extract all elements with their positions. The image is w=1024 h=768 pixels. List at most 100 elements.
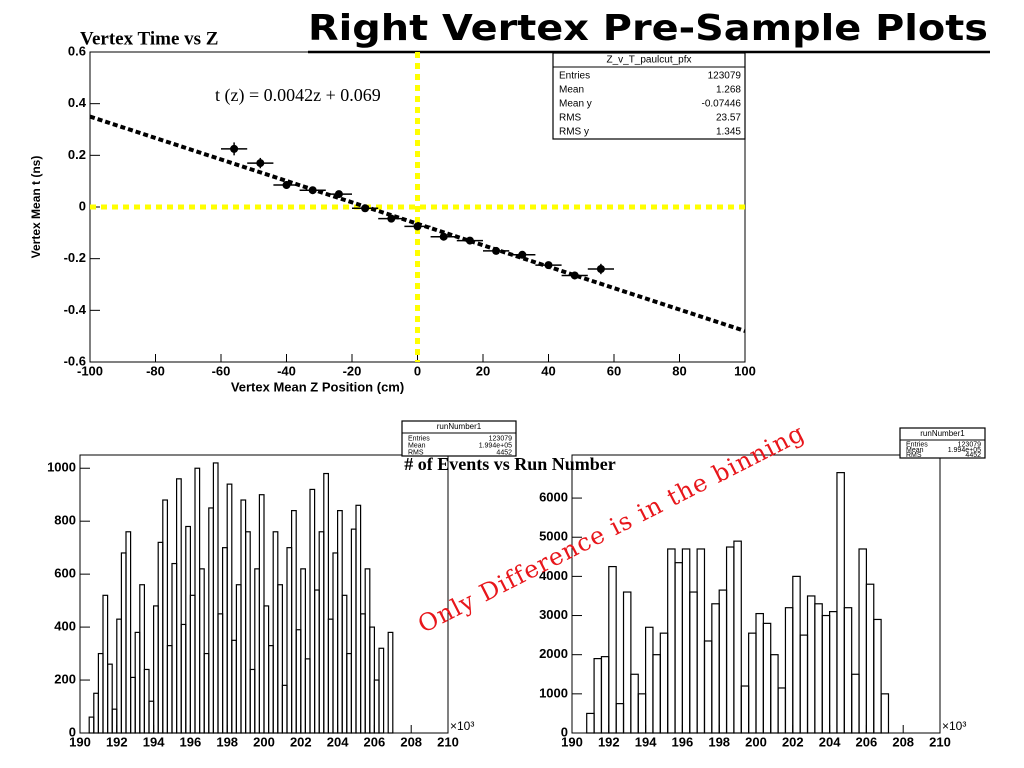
histogram-bar xyxy=(337,510,343,734)
stats-label: RMS xyxy=(906,452,922,459)
histogram-bar xyxy=(843,607,853,734)
x-tick-label: 208 xyxy=(892,734,914,749)
histogram-bar xyxy=(277,584,283,734)
histogram-bar xyxy=(304,658,311,734)
histogram-bar xyxy=(111,708,118,734)
x-tick-label: 190 xyxy=(69,734,91,749)
stats-label: Mean xyxy=(906,447,924,454)
x-tick-label: -40 xyxy=(277,363,296,378)
x-tick-label: 206 xyxy=(856,734,878,749)
stats-value: 123079 xyxy=(489,435,512,442)
stats-value: 4452 xyxy=(965,452,981,459)
histogram-bar xyxy=(667,548,676,734)
x-tick-label: 202 xyxy=(290,734,312,749)
stats-value: 1.268 xyxy=(716,85,741,96)
histogram-bar xyxy=(291,510,297,734)
chart-title: Vertex Time vs Z xyxy=(80,28,218,49)
stats-value: 1.994e+05 xyxy=(479,442,512,449)
x-tick-label: 200 xyxy=(253,734,275,749)
histogram-bar xyxy=(341,594,348,734)
histogram-bar xyxy=(748,632,757,734)
histogram-bar xyxy=(360,613,366,734)
chart-title: # of Events vs Run Number xyxy=(404,454,616,474)
histogram-bar xyxy=(703,640,713,734)
stats-value: 123079 xyxy=(958,442,981,449)
y-tick-label: 1000 xyxy=(539,685,568,700)
histogram-bar xyxy=(222,547,228,734)
histogram-bar xyxy=(153,605,159,734)
x-tick-label: 60 xyxy=(607,363,621,378)
histogram-bar xyxy=(212,462,219,734)
histogram-bar xyxy=(784,607,794,734)
x-tick-label: 100 xyxy=(734,363,756,378)
stats-value: 1.994e+05 xyxy=(948,447,981,454)
x-tick-label: 204 xyxy=(327,734,349,749)
stats-title: Z_v_T_paulcut_pfx xyxy=(606,55,691,66)
histogram-bar xyxy=(593,658,603,734)
stats-label: Entries xyxy=(408,435,430,442)
histogram-bar xyxy=(733,540,742,734)
y-tick-label: 0 xyxy=(69,724,76,739)
histogram-bar xyxy=(350,528,357,734)
stats-value: 4452 xyxy=(496,449,512,456)
histogram-bar xyxy=(865,583,875,734)
y-axis-label: Vertex Mean t (ns) xyxy=(29,156,43,259)
y-tick-label: 0 xyxy=(79,198,86,213)
histogram-bar xyxy=(681,548,691,734)
x-axis-label: Vertex Mean Z Position (cm) xyxy=(231,379,404,394)
stats-value: 123079 xyxy=(708,71,742,82)
histogram-bar xyxy=(199,568,205,734)
x-tick-label: -20 xyxy=(343,363,362,378)
y-tick-label: -0.4 xyxy=(64,302,87,317)
histogram-bar xyxy=(821,614,831,734)
stats-label: Mean y xyxy=(559,99,592,110)
y-tick-label: 400 xyxy=(54,619,76,634)
x-tick-label: 200 xyxy=(745,734,767,749)
histogram-bar xyxy=(93,692,100,734)
stats-label: Mean xyxy=(559,85,584,96)
x-tick-label: -100 xyxy=(77,363,103,378)
histogram-bar xyxy=(644,626,654,734)
x-multiplier: ×10³ xyxy=(942,719,966,733)
stats-title: runNumber1 xyxy=(437,422,482,431)
histogram-bar xyxy=(300,568,306,734)
data-point xyxy=(256,159,265,168)
histogram-bar xyxy=(836,472,845,734)
fit-line xyxy=(89,114,746,333)
x-tick-label: 198 xyxy=(216,734,238,749)
y-tick-label: 4000 xyxy=(539,568,568,583)
histogram-bar xyxy=(659,632,669,734)
histogram-bar xyxy=(88,716,95,734)
histogram-bar xyxy=(97,652,104,734)
x-tick-label: -60 xyxy=(212,363,231,378)
stats-label: Entries xyxy=(559,71,590,82)
x-tick-label: 190 xyxy=(561,734,583,749)
histogram-bar xyxy=(185,525,192,734)
histogram-bar xyxy=(189,594,196,734)
stats-box xyxy=(899,427,986,459)
y-tick-label: 0 xyxy=(561,724,568,739)
histogram-bar xyxy=(586,712,595,734)
histogram-bar xyxy=(268,645,274,734)
stats-title: runNumber1 xyxy=(920,429,965,438)
data-point xyxy=(596,265,605,273)
histogram-bar xyxy=(770,654,779,734)
histogram-bar xyxy=(106,663,113,734)
histogram-bar xyxy=(240,499,247,734)
y-tick-label: 800 xyxy=(54,513,76,528)
y-tick-label: 0.6 xyxy=(68,43,86,58)
histogram-bar xyxy=(134,631,141,734)
data-point xyxy=(439,232,448,241)
y-tick-label: 6000 xyxy=(539,490,568,505)
fit-label: t (z) = 0.0042z + 0.069 xyxy=(215,85,381,106)
histogram-bar xyxy=(814,603,823,734)
histogram-bar xyxy=(828,611,838,734)
y-tick-label: 600 xyxy=(54,566,76,581)
histogram-bar xyxy=(718,589,728,734)
histogram-bar xyxy=(263,605,270,734)
histogram-bar xyxy=(387,631,394,734)
histogram-bar xyxy=(327,618,334,734)
histogram-bar xyxy=(157,541,164,734)
histogram-bar xyxy=(851,673,860,734)
